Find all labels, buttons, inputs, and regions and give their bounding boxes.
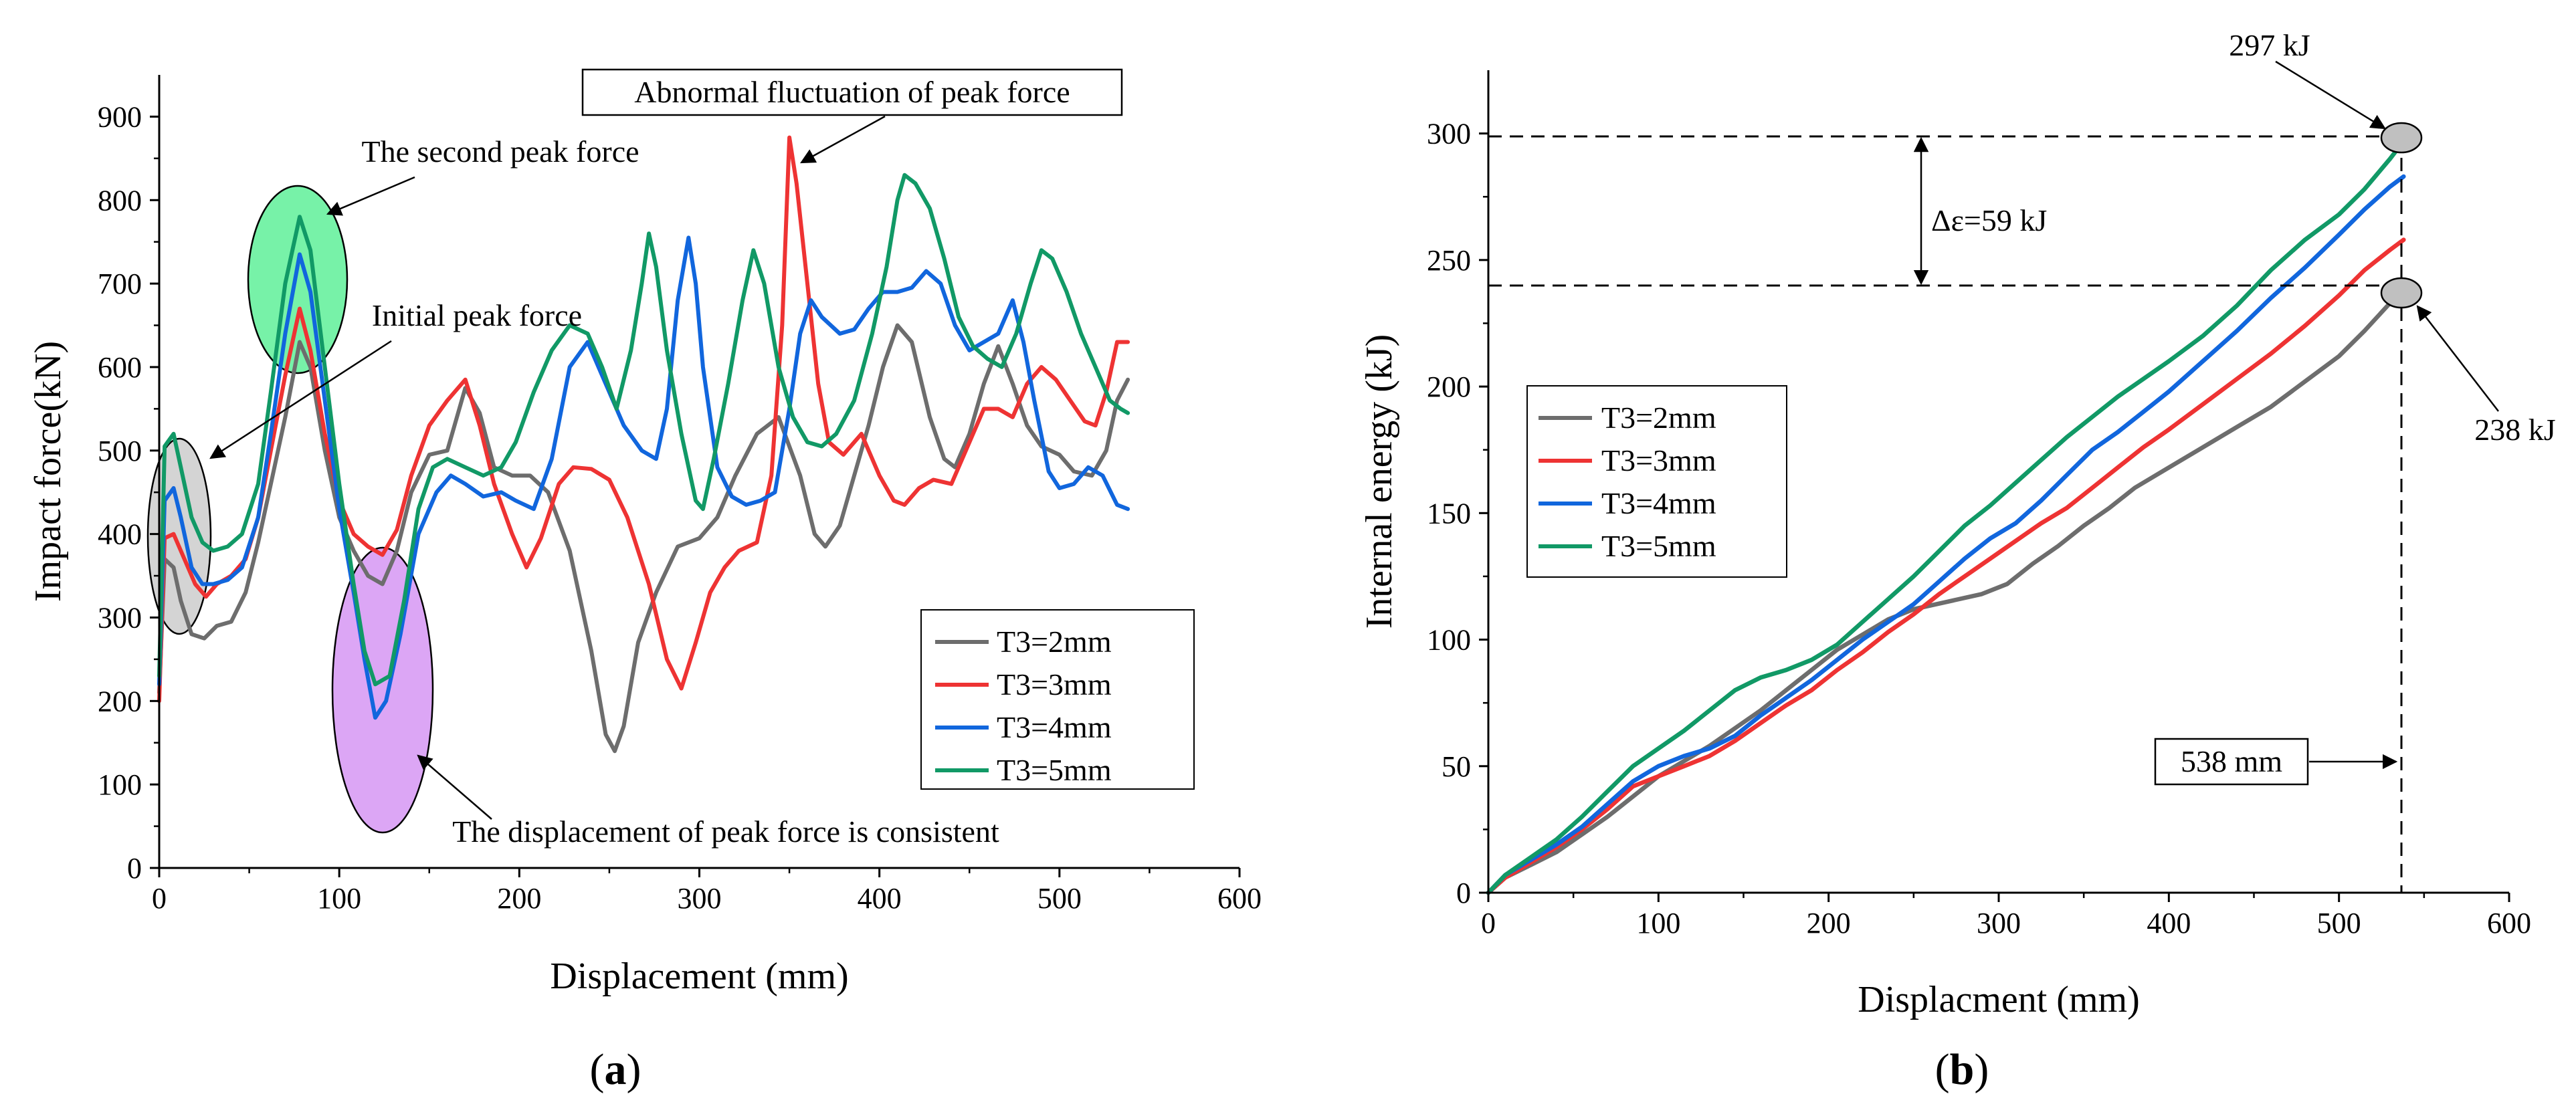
- x-axis-title: Displacement (mm): [550, 956, 848, 997]
- series-group: [1486, 138, 2406, 895]
- legend-label: T3=5mm: [997, 753, 1112, 787]
- y-tick-label: 700: [98, 267, 142, 300]
- x-tick-label: 0: [152, 882, 167, 915]
- marker-297: [2380, 122, 2423, 154]
- axes: 0 100 200 300 400 500 600 0 50 100 150 200 250 300 Dis…: [1359, 70, 2531, 1020]
- series-line-t3-4mm: [1486, 174, 2406, 895]
- series-line-t3-4mm: [157, 235, 1130, 720]
- x-tick-label: 500: [2317, 907, 2361, 940]
- legend-label: T3=2mm: [1601, 401, 1716, 435]
- y-tick-label: 200: [98, 685, 142, 717]
- legend-label: T3=2mm: [997, 625, 1112, 659]
- annotation-box: [581, 68, 1123, 116]
- panel-b-internal-energy-chart: 0 100 200 300 400 500 600 0 50 100 150 200 250 300 Dis…: [1359, 28, 2556, 1094]
- y-tick-label: 250: [1427, 244, 1471, 277]
- y-axis-title: Impact force(kN): [27, 341, 69, 602]
- y-tick-label: 300: [98, 601, 142, 634]
- annotation-second-peak: The second peak force: [326, 134, 639, 216]
- legend-label: T3=3mm: [997, 667, 1112, 701]
- annotation-538mm: 538 mm: [2154, 738, 2398, 786]
- y-tick-label: 200: [1427, 370, 1471, 403]
- x-tick-label: 200: [497, 882, 541, 915]
- y-tick-label: 900: [98, 100, 142, 133]
- x-tick-label: 300: [1977, 907, 2021, 940]
- x-tick-label: 400: [2147, 907, 2191, 940]
- y-tick-label: 0: [127, 852, 142, 885]
- x-tick-label: 600: [2487, 907, 2531, 940]
- series-line-t3-2mm: [1486, 288, 2406, 895]
- y-tick-label: 500: [98, 435, 142, 467]
- annotation-arrow: [2275, 60, 2386, 130]
- annotation-delta-energy: Δε=59 kJ: [1913, 136, 2047, 286]
- y-tick-label: 400: [98, 518, 142, 551]
- annotation-arrow: [800, 115, 886, 164]
- legend: T3=2mm T3=3mm T3=4mm T3=5mm: [920, 609, 1195, 790]
- marker-238: [2380, 277, 2423, 309]
- legend-label: T3=4mm: [1601, 486, 1716, 520]
- annotation-text: Δε=59 kJ: [1931, 203, 2047, 237]
- series-group: [157, 135, 1130, 754]
- annotation-text: The second peak force: [361, 134, 639, 169]
- annotation-238kj: 238 kJ: [2416, 305, 2556, 447]
- annotation-abnormal-fluctuation: Abnormal fluctuation of peak force: [581, 68, 1123, 164]
- y-tick-label: 150: [1427, 497, 1471, 530]
- x-tick-label: 100: [1636, 907, 1680, 940]
- x-axis-title: Displacment (mm): [1858, 979, 2139, 1020]
- reference-lines: [1488, 122, 2423, 893]
- legend: T3=2mm T3=3mm T3=4mm T3=5mm: [1526, 385, 1787, 578]
- annotation-arrow: [209, 340, 392, 459]
- annotation-consistent-displacement: The displacement of peak force is consis…: [417, 754, 999, 849]
- y-tick-label: 50: [1442, 750, 1471, 783]
- annotation-arrow: [2416, 305, 2499, 412]
- y-tick-label: 800: [98, 184, 142, 217]
- x-tick-label: 0: [1481, 907, 1496, 940]
- x-tick-label: 100: [317, 882, 361, 915]
- series-line-t3-3mm: [1486, 237, 2406, 895]
- legend-label: T3=3mm: [1601, 443, 1716, 477]
- legend-label: T3=4mm: [997, 710, 1112, 744]
- panel-label-a: (a): [590, 1045, 641, 1094]
- x-tick-label: 300: [678, 882, 722, 915]
- annotation-297kj: 297 kJ: [2229, 28, 2386, 130]
- series-line-t3-5mm: [1486, 138, 2406, 895]
- y-tick-label: 600: [98, 351, 142, 384]
- axes: 0 100 200 300 400 500 600 0 100 200 300 400 500 600 70…: [27, 75, 1262, 997]
- legend-label: T3=5mm: [1601, 529, 1716, 563]
- annotation-text: Initial peak force: [372, 298, 582, 332]
- annotation-text: 238 kJ: [2474, 413, 2555, 447]
- y-tick-label: 100: [98, 768, 142, 801]
- second-peak-ellipse: [247, 185, 349, 374]
- series-line-t3-3mm: [157, 135, 1130, 703]
- panel-label-b: (b): [1935, 1045, 1989, 1094]
- legend-box: [920, 609, 1195, 790]
- x-tick-label: 200: [1807, 907, 1851, 940]
- y-tick-label: 0: [1456, 877, 1471, 909]
- annotation-text: Abnormal fluctuation of peak force: [634, 75, 1070, 109]
- y-axis-title: Internal energy (kJ): [1359, 334, 1400, 629]
- annotation-arrow: [417, 754, 492, 820]
- annotation-box: [2154, 738, 2309, 786]
- y-tick-label: 100: [1427, 624, 1471, 657]
- annotation-text: 538 mm: [2181, 744, 2282, 778]
- series-line-t3-5mm: [157, 173, 1130, 687]
- panel-a-impact-force-chart: 0 100 200 300 400 500 600 0 100 200 300 400 500 600 70…: [27, 68, 1262, 1094]
- annotation-text: 297 kJ: [2229, 28, 2310, 62]
- x-tick-label: 600: [1217, 882, 1262, 915]
- annotation-arrow: [326, 176, 415, 216]
- series-line-t3-2mm: [157, 323, 1130, 754]
- annotation-text: The displacement of peak force is consis…: [452, 814, 999, 849]
- annotation-initial-peak: Initial peak force: [209, 298, 582, 459]
- y-tick-label: 300: [1427, 118, 1471, 150]
- x-tick-label: 400: [858, 882, 902, 915]
- consistent-displacement-ellipse: [331, 546, 434, 834]
- x-tick-label: 500: [1037, 882, 1082, 915]
